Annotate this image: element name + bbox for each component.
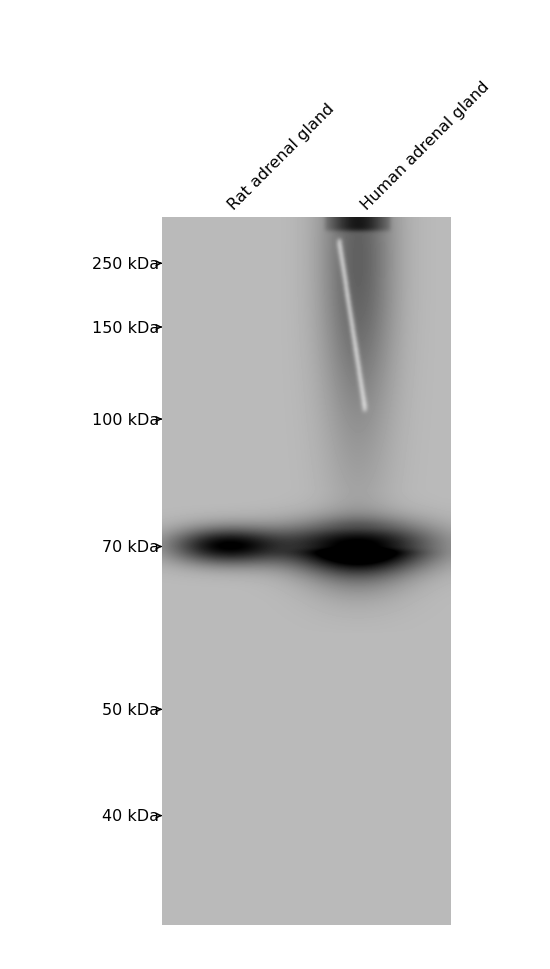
Text: 50 kDa: 50 kDa (102, 703, 160, 717)
Text: Human adrenal gland: Human adrenal gland (359, 79, 493, 213)
Text: Rat adrenal gland: Rat adrenal gland (226, 102, 338, 213)
Text: 40 kDa: 40 kDa (102, 808, 160, 824)
Text: 100 kDa: 100 kDa (92, 412, 160, 427)
Text: 150 kDa: 150 kDa (92, 320, 160, 335)
Text: WWW.PTGLABC0M: WWW.PTGLABC0M (177, 492, 192, 651)
Text: 70 kDa: 70 kDa (102, 540, 160, 554)
Text: 250 kDa: 250 kDa (92, 257, 160, 271)
